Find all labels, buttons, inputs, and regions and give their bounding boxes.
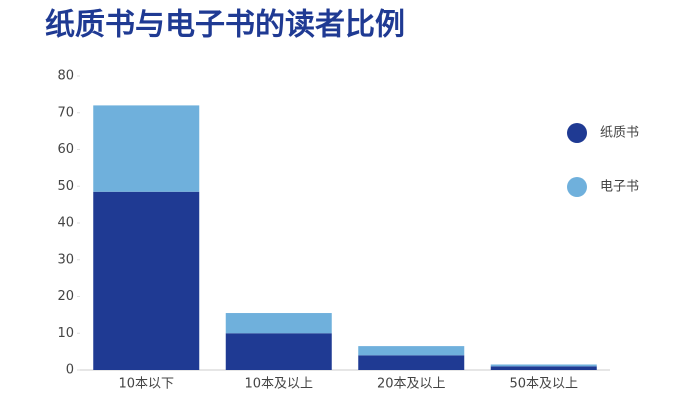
bar-segment bbox=[225, 333, 332, 370]
legend-marker bbox=[567, 177, 587, 197]
y-tick-label: 0 bbox=[66, 363, 74, 378]
y-tick-label: 40 bbox=[57, 216, 74, 231]
legend-label: 纸质书 bbox=[600, 126, 639, 141]
y-tick-label: 50 bbox=[57, 179, 74, 194]
y-tick-label: 10 bbox=[57, 326, 74, 341]
x-tick-label: 20本及以上 bbox=[377, 377, 446, 392]
bar-segment bbox=[490, 366, 597, 370]
bar-segment bbox=[358, 346, 465, 356]
bar-segment bbox=[490, 364, 597, 367]
legend-marker bbox=[567, 123, 587, 143]
bar-segment bbox=[93, 105, 200, 192]
legend-label: 电子书 bbox=[600, 180, 639, 195]
y-tick-label: 70 bbox=[57, 105, 74, 120]
y-tick-label: 80 bbox=[57, 69, 74, 84]
chart-title: 纸质书与电子书的读者比例 bbox=[45, 8, 405, 43]
bar-segment bbox=[225, 313, 332, 334]
bar-segment bbox=[358, 355, 465, 370]
x-tick-label: 50本及以上 bbox=[509, 377, 578, 392]
bar-segment bbox=[93, 191, 200, 370]
y-tick-label: 20 bbox=[57, 289, 74, 304]
x-tick-label: 10本及以上 bbox=[244, 377, 313, 392]
y-tick-label: 30 bbox=[57, 252, 74, 267]
x-tick-label: 10本以下 bbox=[118, 377, 174, 392]
y-tick-label: 60 bbox=[57, 142, 74, 157]
